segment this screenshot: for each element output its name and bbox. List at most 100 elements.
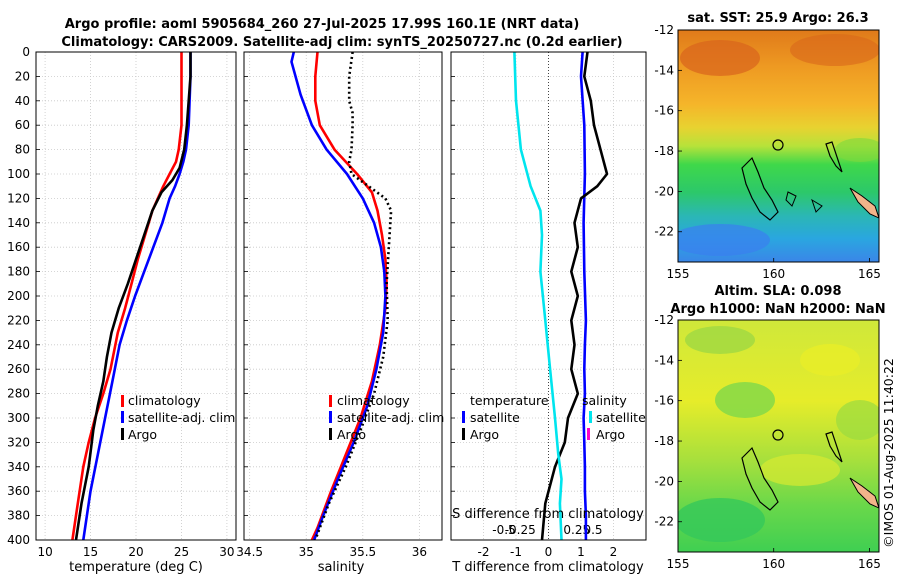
legend-swatch-argo	[329, 428, 332, 440]
map-lat-label: -18	[654, 144, 674, 158]
sst-warm-patch	[680, 40, 760, 76]
sla-map-ticks: 155 160 165 -12 -14 -16 -18 -20 -22	[654, 313, 880, 571]
depth-tick-label: 140	[7, 216, 30, 230]
legend-argo-label: Argo	[337, 427, 366, 442]
sla-map	[677, 319, 880, 553]
depth-tick-label: 120	[7, 191, 30, 205]
t-difference-xlabel: T difference from climatology	[451, 560, 644, 575]
depth-tick-label: 40	[15, 94, 30, 108]
map-lat-label: -18	[654, 434, 674, 448]
x-tick-label: 0	[545, 545, 553, 559]
salinity-legend: climatology satellite-adj. clim Argo	[329, 393, 444, 442]
legend-s-satellite-label: satellite	[596, 410, 646, 425]
series-line-salinity-satellite	[513, 51, 563, 541]
legend-t-satellite-label: satellite	[470, 410, 520, 425]
map-lat-label: -16	[654, 394, 674, 408]
map-lat-label: -14	[654, 353, 674, 367]
map-lon-label: 165	[858, 557, 881, 571]
x-tick-label: 36	[412, 545, 427, 559]
map-lat-label: -22	[654, 515, 674, 529]
island-coast	[811, 198, 823, 213]
depth-tick-label: 400	[7, 533, 30, 547]
sst-cool-patch	[678, 224, 770, 256]
map-lat-label: -12	[654, 313, 674, 327]
map-lon-label: 155	[667, 267, 690, 281]
depth-tick-label: 360	[7, 484, 30, 498]
axes-frame	[35, 51, 237, 541]
sla-patch	[685, 326, 755, 354]
legend-s-argo-label: Argo	[596, 427, 625, 442]
temperature-xlabel: temperature (deg C)	[69, 560, 203, 575]
series-line-temperature-argo	[540, 51, 609, 541]
title-line-2: Climatology: CARS2009. Satellite-adj cli…	[61, 35, 622, 50]
legend-satellite-label: satellite-adj. clim	[128, 410, 235, 425]
map-lat-label: -22	[654, 225, 674, 239]
sla-patch	[678, 498, 765, 542]
series-line-climatology	[71, 52, 183, 541]
sla-patch	[715, 382, 775, 418]
map-lon-label: 160	[762, 557, 785, 571]
map-lat-label: -14	[654, 63, 674, 77]
depth-tick-label: 240	[7, 338, 30, 352]
difference-legend: temperature satellite Argo salinity sate…	[462, 393, 646, 442]
sla-patch	[836, 400, 879, 440]
depth-tick-label: 100	[7, 167, 30, 181]
s-difference-xlabel: S difference from climatology	[452, 507, 644, 522]
axes-frame	[450, 51, 647, 541]
legend-temperature-heading: temperature	[470, 393, 549, 408]
x-tick-label: 20	[128, 545, 143, 559]
legend-swatch-s-argo	[587, 428, 590, 440]
sla-patch	[760, 454, 840, 486]
legend-salinity-heading: salinity	[582, 393, 627, 408]
legend-swatch-climatology	[329, 395, 332, 407]
x-tick-label: -2	[478, 545, 490, 559]
legend-swatch-satellite	[121, 411, 124, 423]
sst-patch	[835, 138, 879, 162]
legend-swatch-t-satellite	[462, 411, 465, 423]
depth-tick-label: 80	[15, 143, 30, 157]
legend-swatch-t-argo	[462, 428, 465, 440]
s-diff-tick-label: -0.5	[492, 523, 515, 537]
map-lat-label: -20	[654, 474, 674, 488]
axes-frame	[243, 51, 443, 541]
x-tick-label: 2	[610, 545, 618, 559]
legend-argo-label: Argo	[128, 427, 157, 442]
salinity-xlabel: salinity	[318, 560, 365, 575]
sla-patch	[800, 344, 860, 376]
new-caledonia-coast	[741, 446, 779, 511]
x-tick-label: 25	[174, 545, 189, 559]
legend-swatch-satellite	[329, 411, 332, 423]
x-tick-label: 30	[219, 545, 234, 559]
land-patch	[849, 477, 879, 509]
map-lat-label: -16	[654, 104, 674, 118]
map-lat-label: -12	[654, 23, 674, 37]
sla-map-title-1: Altim. SLA: 0.098	[715, 284, 842, 299]
sst-map-frame	[677, 29, 880, 263]
imos-watermark: ©IMOS 01-Aug-2025 11:40:22	[881, 358, 896, 548]
new-caledonia-coast	[741, 156, 779, 221]
sst-map	[677, 29, 880, 263]
series-line-argo	[314, 51, 393, 541]
s-diff-tick-label: 0.25	[563, 523, 590, 537]
depth-tick-label: 280	[7, 387, 30, 401]
depth-tick-label: 180	[7, 265, 30, 279]
x-tick-label: -1	[510, 545, 522, 559]
s-diff-tick-label: 0.5	[583, 523, 602, 537]
land-patch	[849, 187, 879, 219]
x-tick-label: 35	[299, 545, 314, 559]
map-lon-label: 160	[762, 267, 785, 281]
depth-tick-label: 20	[15, 69, 30, 83]
legend-swatch-argo	[121, 428, 124, 440]
island-coast	[825, 141, 843, 173]
depth-tick-label: 0	[22, 45, 30, 59]
sst-map-title: sat. SST: 25.9 Argo: 26.3	[687, 11, 868, 26]
s-diff-tick-label: -0.25	[505, 523, 536, 537]
legend-swatch-s-satellite	[589, 411, 592, 423]
difference-axes: -2 -1 0 1 2 -0.5-0.25 0.250.5	[450, 51, 647, 559]
sla-map-title-2: Argo h1000: NaN h2000: NaN	[670, 302, 885, 317]
argo-position-marker	[772, 429, 784, 441]
legend-satellite-label: satellite-adj. clim	[337, 410, 444, 425]
island-coast	[825, 431, 843, 463]
sst-warm-patch	[790, 34, 879, 66]
